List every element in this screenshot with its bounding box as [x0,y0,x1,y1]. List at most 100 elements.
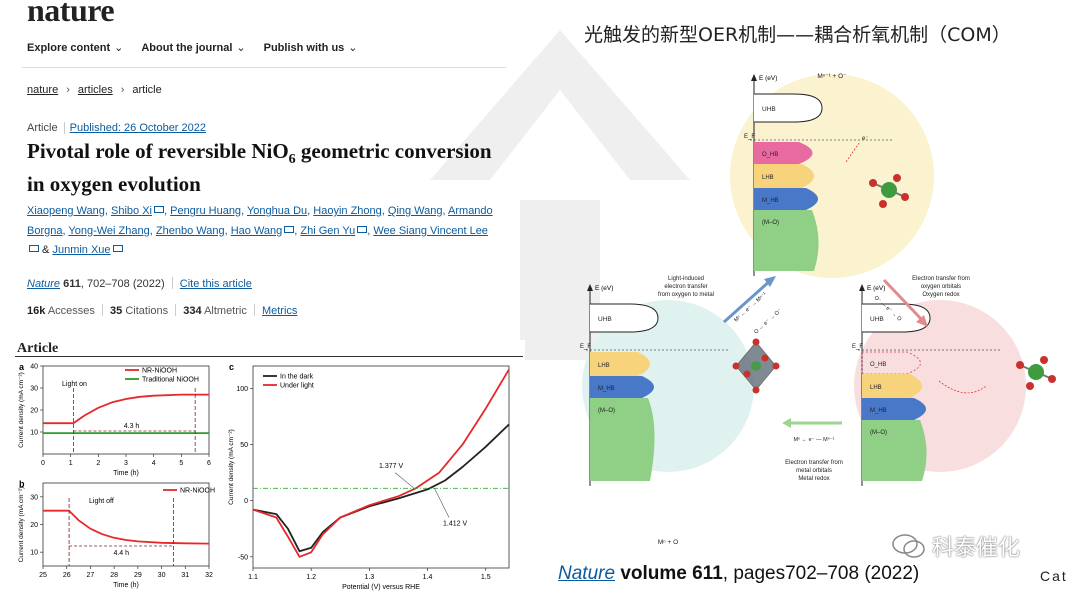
envelope-icon[interactable] [357,225,368,233]
published-date-link[interactable]: Published: 26 October 2022 [63,122,206,134]
figure-header: Article [17,341,59,356]
energy-axis-label: E (eV) [867,285,885,292]
mo-label: (M–O) [762,220,779,226]
chevron-down-icon: ⌄ [348,42,358,54]
breadcrumb-nature[interactable]: nature [27,84,59,96]
divider [253,304,255,316]
annotation-voltage-light: 1.377 V [379,463,403,470]
author-link[interactable]: Haoyin Zhong [313,205,382,217]
oxygen-atom-icon [901,193,909,201]
ohb-band [861,351,921,375]
x-tick-label: 30 [158,572,166,579]
x-tick-label: 1.4 [423,574,433,581]
chevron-right-icon: › [66,84,70,96]
lhb-band [754,164,814,188]
reference-pages: , pages702–708 (2022) [722,563,920,584]
lhb-label: LHB [598,363,610,369]
figure-rule [15,356,523,357]
author-link[interactable]: Hao Wang [230,224,283,237]
page-range: , 702–708 (2022) [80,278,165,290]
duration-label: 4.4 h [113,550,129,557]
plot-frame [252,365,510,569]
cite-this-article-link[interactable]: Cite this article [179,278,252,290]
electron-path [845,141,861,163]
nav-about-journal[interactable]: About the journal ⌄ [141,42,246,54]
y-axis-label: Current density (mA cm⁻²) [18,487,25,563]
envelope-icon[interactable] [153,206,164,213]
annotation-light-on: Light on [62,381,87,388]
author-link[interactable]: Xiaopeng Wang [27,205,105,217]
oxygen-atom-icon [879,200,887,208]
axis-arrow [859,284,865,291]
volume-number: 611 [63,278,81,290]
metal-atom-icon [751,361,761,371]
author-link[interactable]: Shibo Xi [111,205,152,217]
oxygen-atom-icon [1040,356,1048,364]
altmetric-label: Altmetric [204,305,247,317]
uhb-label: UHB [762,106,776,113]
left-caption: electron transfer [664,284,707,290]
oxygen-atom-icon [1026,382,1034,390]
author-link[interactable]: Zhi Gen Yu [300,224,356,237]
divider [175,304,177,316]
x-tick-label: 32 [205,572,213,579]
journal-link[interactable]: Nature [27,278,61,290]
oxygen-atom-icon [869,179,877,187]
arrow-left-to-top [723,278,772,324]
reference-line: Nature volume 611, pages702–708 (2022) [558,563,919,585]
panel-label: a [19,362,25,372]
mo-label: (M–O) [870,430,887,436]
metrics-link[interactable]: Metrics [261,305,298,317]
y-tick-label: 30 [30,386,38,393]
x-tick-label: 2 [96,460,100,467]
breadcrumb-articles[interactable]: articles [77,84,113,96]
author-link[interactable]: Junmin Xue [52,244,111,256]
legend-label: Traditional NiOOH [142,377,199,384]
author-link[interactable]: Pengru Huang [170,205,242,217]
envelope-icon[interactable] [284,225,295,233]
chevron-down-icon: ⌄ [236,42,246,54]
oxygen-atom-icon [752,338,760,346]
author-link[interactable]: Zhenbo Wang [155,224,225,237]
envelope-icon[interactable] [112,245,123,252]
author-link[interactable]: Armando Borgna [27,205,493,237]
x-tick-label: 1 [69,460,73,467]
y-tick-label: 40 [30,364,38,371]
com-mechanism-diagram: E (eV) UHB E_F O_HB LHB M_HB (M–O) Mⁿ⁻¹ + O⁻ e⁻ E… [580,73,1056,546]
right-caption: Electron transfer from [912,276,970,282]
author-link[interactable]: Qing Wang [387,205,443,217]
metal-atom-icon [881,182,897,198]
bottom-caption: Metal redox [798,476,829,482]
chevron-down-icon: ⌄ [114,42,124,54]
reference-journal-link[interactable]: Nature [558,563,616,584]
nav-publish-with-us[interactable]: Publish with us ⌄ [263,42,358,54]
mhb-label: M_HB [870,408,887,414]
author-link[interactable]: Yonghua Du [246,205,308,217]
arrowhead-icon [764,276,776,287]
electron-label: e⁻ [862,136,869,142]
arrowhead-icon [782,418,791,428]
y-tick-label: 30 [30,494,38,501]
wechat-account-name: 科泰催化 [932,536,1021,561]
left-caption: from oxygen to metal [658,292,714,298]
x-axis-label: Time (h) [113,470,139,477]
lhb-band [862,374,922,398]
energy-axis-label: E (eV) [759,75,777,82]
mo-band [862,420,927,481]
nature-logo[interactable]: nature [27,0,115,28]
mo-label: (M–O) [598,408,615,414]
author-link[interactable]: Wee Siang Vincent Lee [373,224,488,237]
oxygen-atom-icon [732,362,740,370]
oxygen-atom-icon [761,354,769,362]
oxygen-atom-icon [1048,375,1056,383]
x-tick-label: 28 [110,572,118,579]
author-list: Xiaopeng Wang, Shibo Xi, Pengru Huang, Y… [27,205,493,256]
chevron-right-icon: › [120,84,125,96]
mo-band [590,398,655,481]
envelope-icon[interactable] [29,245,39,252]
x-tick-label: 0 [41,460,45,467]
nav-explore-content[interactable]: Explore content ⌄ [27,42,124,54]
mhb-label: M_HB [762,198,779,204]
legend-label: Under light [280,383,314,390]
author-link[interactable]: Yong-Wei Zhang [68,224,150,237]
